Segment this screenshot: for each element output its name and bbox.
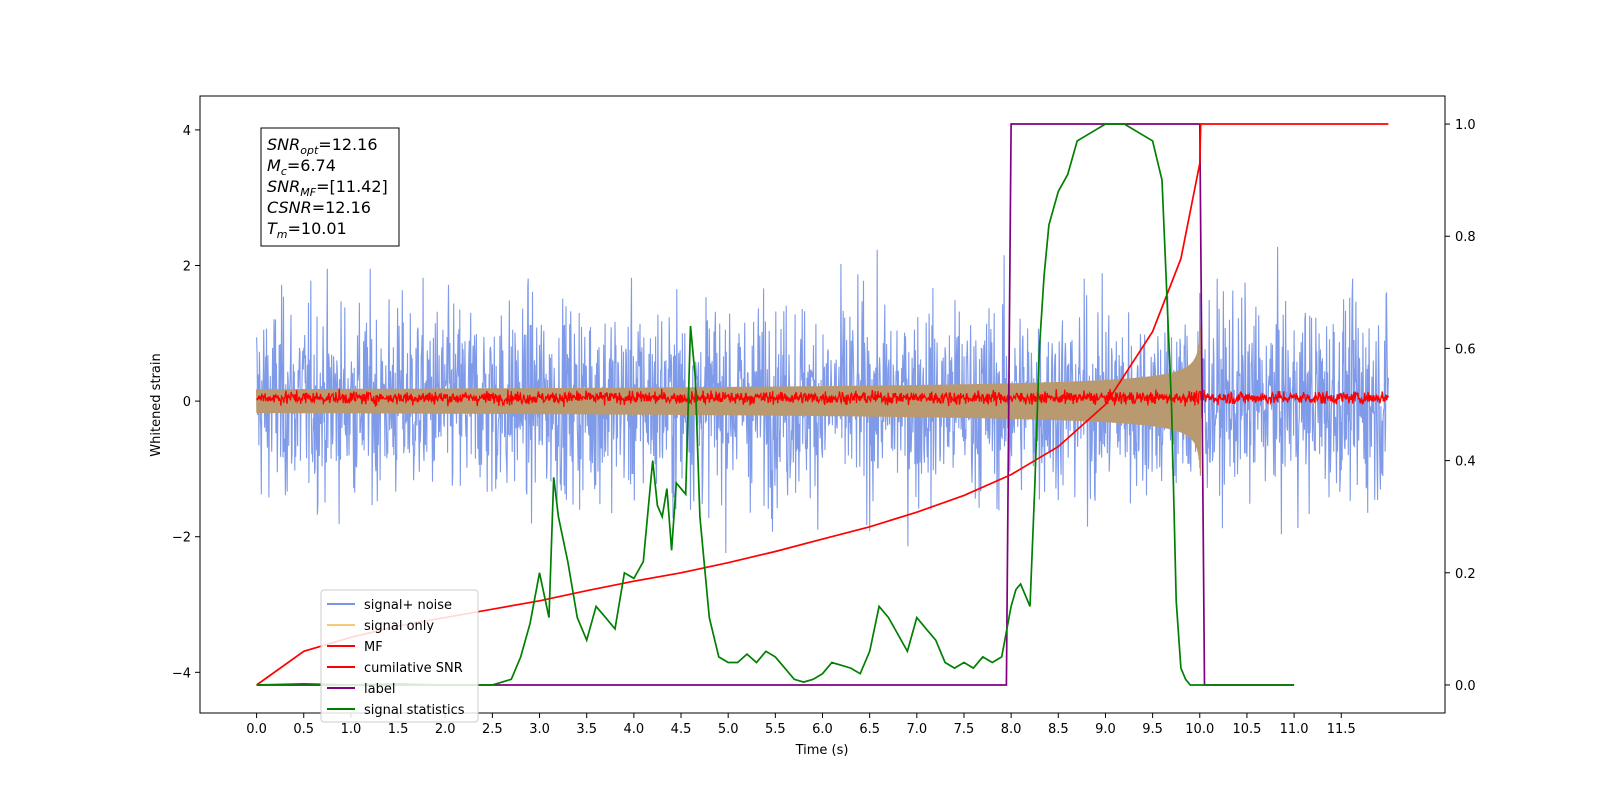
- x-tick-label: 9.0: [1095, 722, 1116, 737]
- y-tick-label: −2: [172, 531, 191, 546]
- annotation-line: Mc=6.74: [267, 156, 336, 178]
- x-tick-label: 5.5: [765, 722, 786, 737]
- legend-label: signal only: [364, 619, 434, 634]
- legend-label: label: [364, 682, 395, 697]
- x-tick-label: 4.5: [671, 722, 692, 737]
- x-tick-label: 6.5: [859, 722, 880, 737]
- annotation-line: SNRMF=[11.42]: [267, 177, 388, 199]
- legend-item: signal+ noise: [327, 598, 452, 613]
- series-signal-statistics: [256, 123, 1295, 686]
- x-tick-label: 7.5: [954, 722, 975, 737]
- x-tick-label: 8.0: [1001, 722, 1022, 737]
- x-tick-label: 11.0: [1280, 722, 1309, 737]
- annotation-box: SNRopt=12.16Mc=6.74SNRMF=[11.42]CSNR=12.…: [260, 127, 400, 247]
- series-mf: [256, 388, 1389, 407]
- y-tick-label: 0: [183, 395, 191, 410]
- x-tick-label: 7.0: [906, 722, 927, 737]
- annotation-line: Tm=10.01: [267, 219, 347, 241]
- x-tick-label: 0.0: [246, 722, 267, 737]
- legend-item: signal statistics: [327, 703, 465, 718]
- x-tick-label: 3.5: [576, 722, 597, 737]
- y2-tick-label: 0.8: [1455, 230, 1476, 245]
- y-tick-label: 4: [183, 124, 191, 139]
- annotation-frame: [260, 127, 400, 247]
- plot-area: [256, 123, 1389, 686]
- x-tick-label: 6.0: [812, 722, 833, 737]
- y2-tick-label: 1.0: [1455, 118, 1476, 133]
- annotation-line: SNRopt=12.16: [267, 135, 378, 157]
- x-tick-label: 1.0: [341, 722, 362, 737]
- x-tick-label: 10.5: [1232, 722, 1261, 737]
- annotation-line: CSNR=12.16: [267, 198, 371, 217]
- legend-item: MF: [327, 640, 383, 655]
- x-tick-label: 3.0: [529, 722, 550, 737]
- series-signal-plus-noise: [256, 246, 1389, 554]
- x-tick-label: 2.5: [482, 722, 503, 737]
- x-tick-label: 8.5: [1048, 722, 1069, 737]
- legend: signal+ noise signal only MF cumilative SNR…: [320, 589, 479, 723]
- y2-tick-label: 0.6: [1455, 342, 1476, 357]
- x-tick-label: 4.0: [624, 722, 645, 737]
- y2-tick-label: 0.0: [1455, 679, 1476, 694]
- y-tick-label: 2: [183, 260, 191, 275]
- x-tick-label: 11.5: [1327, 722, 1356, 737]
- legend-item: label: [327, 682, 395, 697]
- y2-tick-label: 0.2: [1455, 567, 1476, 582]
- x-tick-label: 0.5: [293, 722, 314, 737]
- legend-item: signal only: [327, 619, 434, 634]
- legend-label: MF: [364, 640, 383, 655]
- x-axis-label: Time (s): [795, 743, 849, 758]
- series-signal-only: [256, 326, 1202, 476]
- x-axis-ticks: 0.0 0.5 1.0 1.5 2.0 2.5 3.0 3.5 4.0 4.5 5.0 5.5 6.0 6…: [246, 713, 1356, 737]
- legend-item: cumilative SNR: [327, 661, 463, 676]
- x-tick-label: 2.0: [435, 722, 456, 737]
- legend-label: cumilative SNR: [364, 661, 463, 676]
- legend-label: signal statistics: [364, 703, 465, 718]
- y2-tick-label: 0.4: [1455, 455, 1476, 470]
- y-tick-label: −4: [172, 666, 191, 681]
- x-tick-label: 9.5: [1142, 722, 1163, 737]
- y-axis-label: Whitened strain: [149, 353, 164, 456]
- legend-frame: [320, 589, 479, 723]
- y-axis-ticks: 4 2 0 −2 −4: [172, 124, 200, 681]
- x-tick-label: 10.0: [1185, 722, 1214, 737]
- y2-axis-ticks: 1.0 0.8 0.6 0.4 0.2 0.0: [1445, 118, 1476, 694]
- x-tick-label: 5.0: [718, 722, 739, 737]
- x-tick-label: 1.5: [388, 722, 409, 737]
- legend-label: signal+ noise: [364, 598, 452, 613]
